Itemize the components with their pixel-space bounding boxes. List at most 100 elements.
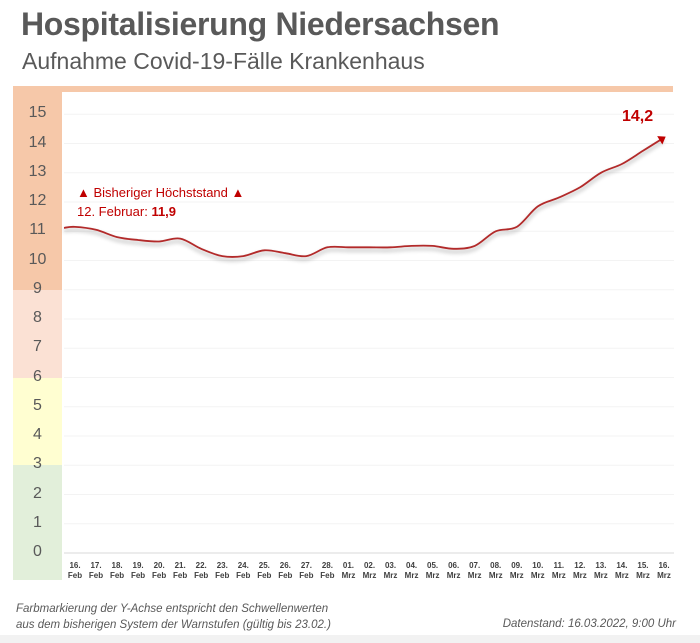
x-tick-label: 15. Mrz — [632, 561, 654, 581]
peak-annotation-value: 12. Februar: 11,9 — [77, 204, 176, 219]
data-status: Datenstand: 16.03.2022, 9:00 Uhr — [502, 618, 676, 630]
x-tick-label: 10. Mrz — [527, 561, 549, 581]
x-tick-label: 22. Feb — [190, 561, 212, 581]
x-tick-month: Mrz — [446, 571, 461, 580]
x-tick-day: 13. — [595, 561, 607, 570]
x-tick-label: 17. Feb — [85, 561, 107, 581]
x-tick-label: 28. Feb — [316, 561, 338, 581]
threshold-band — [13, 465, 62, 580]
x-tick-month: Mrz — [488, 571, 503, 580]
y-tick-label: 0 — [33, 543, 42, 560]
x-tick-label: 03. Mrz — [380, 561, 402, 581]
x-tick-label: 21. Feb — [169, 561, 191, 581]
x-tick-day: 23. — [216, 561, 228, 570]
x-tick-label: 04. Mrz — [401, 561, 423, 581]
x-tick-label: 01. Mrz — [337, 561, 359, 581]
y-tick-label: 5 — [33, 396, 42, 414]
x-tick-label: 02. Mrz — [359, 561, 381, 581]
y-tick-label: 15 — [28, 104, 47, 122]
end-value-label: 14,2 — [622, 108, 654, 125]
peak-annotation-date: 12. Februar: — [77, 204, 152, 219]
x-tick-month: Feb — [194, 571, 209, 580]
x-tick-month: Mrz — [657, 571, 671, 580]
x-tick-day: 08. — [490, 561, 502, 570]
threshold-band — [13, 377, 62, 466]
x-tick-day: 12. — [574, 561, 586, 570]
x-tick-day: 27. — [300, 561, 312, 570]
x-tick-day: 22. — [195, 561, 207, 570]
x-tick-label: 11. Mrz — [548, 561, 570, 581]
x-tick-day: 16. — [658, 561, 670, 570]
x-tick-month: Mrz — [467, 571, 482, 580]
y-tick-label: 8 — [33, 309, 42, 326]
x-tick-month: Feb — [109, 571, 125, 580]
y-tick-label: 3 — [33, 455, 42, 473]
x-tick-month: Mrz — [551, 571, 566, 580]
end-arrow-icon — [657, 136, 666, 145]
x-tick-day: 11. — [553, 561, 565, 570]
chart-subtitle: Aufnahme Covid-19-Fälle Krankenhaus — [22, 48, 425, 74]
x-tick-day: 16. — [69, 561, 81, 570]
x-tick-label: 13. Mrz — [590, 561, 612, 581]
x-tick-day: 28. — [321, 561, 333, 570]
top-color-bar — [13, 86, 673, 92]
x-tick-label: 05. Mrz — [422, 561, 444, 581]
x-tick-day: 06. — [448, 561, 460, 570]
x-tick-label: 24. Feb — [232, 561, 254, 581]
x-tick-day: 19. — [132, 561, 144, 570]
x-tick-day: 26. — [279, 561, 291, 570]
x-tick-month: Feb — [215, 571, 230, 580]
x-tick-label: 06. Mrz — [443, 561, 465, 581]
x-tick-month: Feb — [173, 571, 188, 580]
y-tick-label: 10 — [28, 250, 47, 268]
x-tick-day: 10. — [532, 561, 544, 570]
x-tick-label: 18. Feb — [106, 561, 128, 581]
threshold-band — [13, 289, 62, 378]
x-tick-month: Mrz — [636, 571, 650, 580]
x-tick-month: Feb — [236, 571, 251, 580]
x-tick-label: 09. Mrz — [506, 561, 528, 581]
x-tick-day: 24. — [237, 561, 249, 570]
bottom-bar — [0, 635, 700, 643]
x-tick-day: 20. — [153, 561, 165, 570]
x-tick-label: 25. Feb — [253, 561, 275, 581]
x-tick-day: 01. — [342, 561, 355, 570]
x-tick-month: Mrz — [509, 571, 524, 580]
threshold-band — [13, 86, 62, 290]
footnote-line-1: Farbmarkierung der Y-Achse entspricht de… — [16, 603, 329, 615]
x-tick-label: 16. Mrz — [653, 561, 675, 581]
peak-annotation-title: ▲ Bisheriger Höchststand ▲ — [77, 185, 245, 200]
y-tick-label: 4 — [33, 426, 42, 443]
x-tick-month: Feb — [88, 571, 104, 580]
x-tick-month: Feb — [152, 571, 167, 580]
x-tick-day: 15. — [637, 561, 649, 570]
y-tick-label: 6 — [33, 367, 42, 385]
series-line — [63, 136, 665, 258]
x-tick-label: 23. Feb — [211, 561, 233, 581]
footnote: Farbmarkierung der Y-Achse entspricht de… — [16, 601, 331, 633]
x-tick-month: Mrz — [362, 571, 377, 580]
x-tick-month: Feb — [130, 571, 146, 580]
x-tick-day: 17. — [90, 561, 102, 570]
x-tick-day: 09. — [511, 561, 523, 570]
x-tick-label: 12. Mrz — [569, 561, 591, 581]
y-tick-label: 12 — [28, 192, 47, 209]
footnote-line-2: aus dem bisherigen System der Warnstufen… — [16, 619, 331, 631]
x-tick-day: 14. — [616, 561, 628, 570]
y-tick-label: 7 — [33, 338, 42, 356]
y-tick-label: 2 — [33, 484, 42, 502]
x-tick-month: Mrz — [594, 571, 608, 580]
x-tick-month: Mrz — [383, 571, 398, 580]
x-tick-day: 18. — [111, 561, 123, 570]
y-tick-label: 9 — [33, 279, 42, 297]
x-tick-day: 02. — [363, 561, 376, 570]
x-tick-label: 16. Feb — [64, 561, 86, 581]
y-tick-label: 14 — [28, 133, 47, 151]
x-tick-label: 27. Feb — [295, 561, 317, 581]
peak-value: 11,9 — [151, 204, 177, 219]
x-tick-day: 25. — [258, 561, 270, 570]
x-tick-day: 03. — [384, 561, 397, 570]
x-tick-month: Feb — [299, 571, 314, 580]
x-tick-label: 19. Feb — [127, 561, 149, 581]
